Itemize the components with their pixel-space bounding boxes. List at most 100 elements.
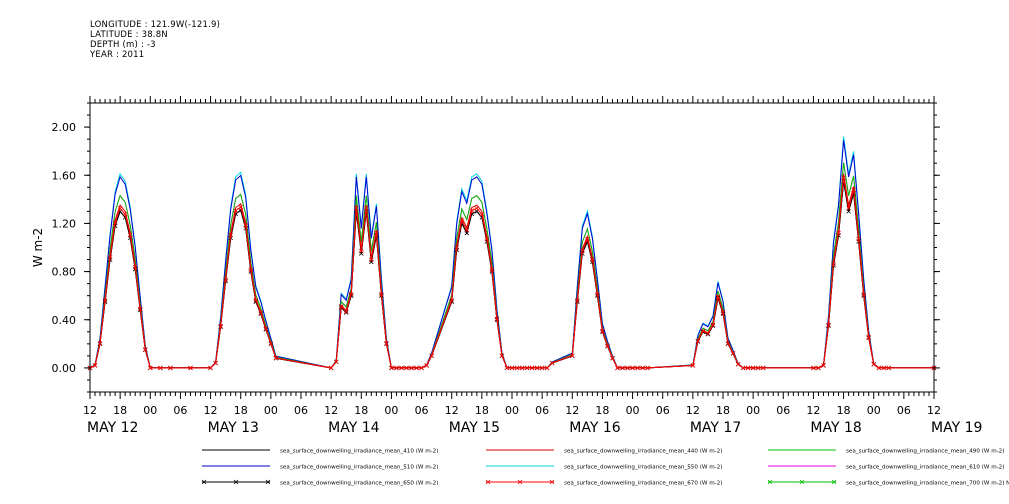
series-marker xyxy=(258,310,264,315)
x-tick-label: 06 xyxy=(776,404,790,417)
series-marker xyxy=(710,322,716,328)
legend-label: sea_surface_downwelling_irradiance_mean_… xyxy=(280,481,438,487)
x-tick-label: 00 xyxy=(867,404,881,417)
y-tick-label: 0.80 xyxy=(52,266,77,279)
series-marker xyxy=(107,255,113,260)
legend-label: sea_surface_downwelling_irradiance_mean_… xyxy=(846,449,1004,455)
series-marker xyxy=(846,205,851,211)
legend-marker xyxy=(265,479,271,485)
legend-marker xyxy=(517,479,523,485)
series-line xyxy=(89,181,934,369)
series-marker xyxy=(866,334,871,340)
series-marker xyxy=(871,361,876,367)
series-marker xyxy=(725,341,731,346)
series-marker xyxy=(585,236,590,242)
x-tick-label: 06 xyxy=(415,404,429,417)
series-marker xyxy=(343,310,349,315)
series-marker xyxy=(384,341,389,346)
x-tick-label: 18 xyxy=(354,404,368,417)
series-marker xyxy=(459,218,465,223)
legend-marker xyxy=(767,479,773,485)
series-marker xyxy=(580,248,585,254)
x-day-label: MAY 18 xyxy=(810,420,861,436)
x-tick-label: 00 xyxy=(746,404,760,417)
series-marker xyxy=(730,350,736,356)
x-tick-label: 06 xyxy=(897,404,911,417)
series-marker xyxy=(424,363,429,368)
legend-marker xyxy=(201,479,207,485)
series-marker xyxy=(529,365,535,371)
axes-layer: 0.00 0.40 0.80 1.20 1.60 2.00 W m-2 12 18 00 06 12 1… xyxy=(31,96,982,436)
series-layer xyxy=(87,136,937,371)
x-tick-label: 12 xyxy=(927,404,941,417)
x-tick-label: 00 xyxy=(143,404,157,417)
series-marker xyxy=(137,306,143,312)
series-marker xyxy=(92,363,98,368)
series-marker xyxy=(715,294,721,299)
x-day-label: MAY 16 xyxy=(569,420,620,436)
series-marker xyxy=(228,232,233,238)
series-line xyxy=(89,162,934,369)
x-tick-label: 06 xyxy=(656,404,670,417)
series-marker xyxy=(826,322,831,328)
y-tick-label: 0.00 xyxy=(52,362,77,375)
x-tick-label: 00 xyxy=(264,404,278,417)
latitude-label: LATITUDE : 38.8N xyxy=(90,30,168,40)
series-marker xyxy=(861,291,866,297)
legend-marker xyxy=(233,479,239,485)
x-tick-label: 06 xyxy=(535,404,549,417)
series-marker xyxy=(705,331,711,336)
series-marker xyxy=(343,309,349,314)
x-tick-label: 06 xyxy=(294,404,308,417)
series-marker xyxy=(881,365,887,371)
series-marker xyxy=(831,261,836,266)
series-marker xyxy=(122,212,128,217)
depth-label: DEPTH (m) : -3 xyxy=(90,40,156,50)
series-marker xyxy=(142,347,148,352)
x-tick-label: 18 xyxy=(837,404,851,417)
series-marker xyxy=(188,365,193,371)
series-marker xyxy=(489,267,495,272)
series-marker xyxy=(760,365,766,371)
series-marker xyxy=(218,323,223,329)
x-tick-label: 12 xyxy=(83,404,97,417)
legend: sea_surface_downwelling_irradiance_mean_… xyxy=(201,449,1009,487)
series-marker xyxy=(102,298,108,303)
series-marker xyxy=(414,365,419,371)
series-marker xyxy=(389,365,394,371)
series-marker xyxy=(750,365,756,371)
series-line xyxy=(89,162,934,369)
series-marker xyxy=(509,365,515,371)
series-marker xyxy=(268,341,274,346)
series-line xyxy=(89,136,934,369)
series-marker xyxy=(605,343,610,349)
x-tick-label: 00 xyxy=(384,404,398,417)
legend-label: sea_surface_downwelling_irradiance_mean_… xyxy=(280,465,438,471)
x-tick-label: 18 xyxy=(595,404,609,417)
x-tick-label: 12 xyxy=(445,404,459,417)
series-marker xyxy=(338,304,344,309)
series-marker xyxy=(484,236,490,242)
series-marker xyxy=(841,175,846,180)
series-marker xyxy=(132,264,138,270)
series-marker xyxy=(534,365,540,371)
series-marker xyxy=(469,208,475,213)
series-marker xyxy=(328,365,334,371)
series-marker xyxy=(690,363,696,368)
series-marker xyxy=(379,291,384,297)
series-marker xyxy=(570,353,575,358)
series-marker xyxy=(640,365,645,371)
series-marker xyxy=(504,365,510,371)
series-marker xyxy=(811,365,816,371)
legend-marker xyxy=(831,479,837,485)
legend-marker xyxy=(485,479,491,485)
x-tick-label: 12 xyxy=(324,404,338,417)
series-marker xyxy=(610,355,615,361)
x-tick-label: 18 xyxy=(234,404,248,417)
series-marker xyxy=(248,267,254,272)
series-marker xyxy=(595,291,600,297)
series-marker xyxy=(816,365,821,371)
series-marker xyxy=(720,310,726,315)
series-marker xyxy=(112,220,118,226)
